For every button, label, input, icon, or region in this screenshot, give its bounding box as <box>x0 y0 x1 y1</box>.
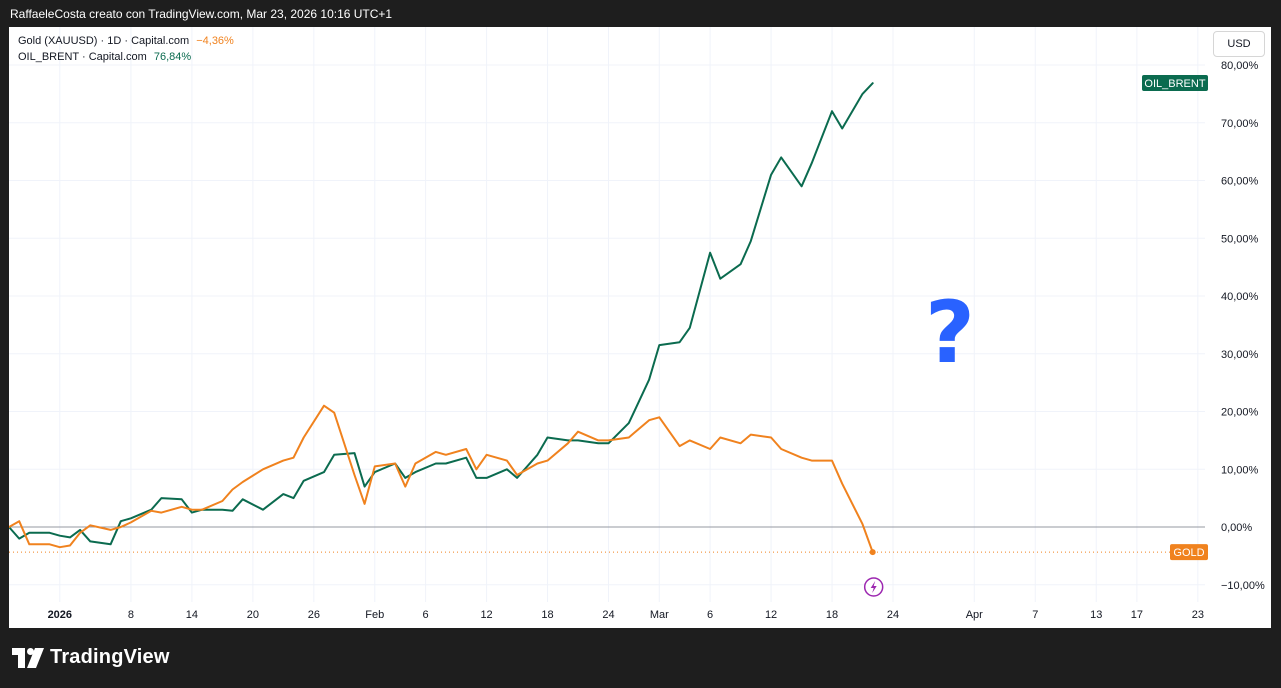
y-tick-label: 40,00% <box>1221 291 1259 303</box>
x-tick-label: 12 <box>480 609 492 621</box>
lightning-icon <box>863 577 884 597</box>
legend-oil-value: 76,84% <box>153 51 192 63</box>
x-tick-label: 24 <box>887 609 899 621</box>
x-tick-label: 7 <box>1032 609 1038 621</box>
legend-oil-label: OIL_BRENT · Capital.com <box>18 51 147 63</box>
x-tick-label: Apr <box>966 609 983 621</box>
y-tick-label: −10,00% <box>1221 580 1265 592</box>
gold-last-point <box>869 549 876 556</box>
legend-gold-label: Gold (XAUUSD) · 1D · Capital.com <box>18 35 190 47</box>
y-tick-label: 60,00% <box>1221 176 1259 188</box>
y-tick-label: 50,00% <box>1221 233 1259 245</box>
tradingview-logo[interactable]: TradingView <box>12 646 170 669</box>
y-tick-label: 10,00% <box>1221 464 1259 476</box>
legend-gold-value: −4,36% <box>196 35 234 47</box>
y-tick-label: 30,00% <box>1221 349 1259 361</box>
legend-oil[interactable]: OIL_BRENT · Capital.com 76,84% <box>18 51 191 63</box>
event-marker-bolt <box>870 581 877 593</box>
x-tick-label: 6 <box>423 609 429 621</box>
chart-canvas[interactable]: 80,00%70,00%60,00%50,00%40,00%30,00%20,0… <box>9 27 1271 628</box>
tradingview-mark-icon <box>12 647 44 668</box>
series-tag-label: OIL_BRENT <box>1144 78 1205 90</box>
chart-panel[interactable]: 80,00% 70,00% 60,00% 50,00% 40,00% 30,00% 20,0… <box>9 27 1271 628</box>
x-tick-label: 26 <box>308 609 320 621</box>
x-tick-label: Mar <box>650 609 669 621</box>
x-tick-label: 12 <box>765 609 777 621</box>
y-tick-label: 0,00% <box>1221 522 1252 534</box>
y-tick-label: 70,00% <box>1221 118 1259 130</box>
x-tick-label: 24 <box>602 609 614 621</box>
series-tag-box <box>1142 75 1208 91</box>
x-tick-label: 8 <box>128 609 134 621</box>
y-tick-label: 80,00% <box>1221 60 1259 72</box>
series-line-oil_brent <box>9 82 874 546</box>
x-tick-label: Feb <box>365 609 384 621</box>
x-tick-label: 18 <box>826 609 838 621</box>
footer-brand: TradingView <box>50 646 170 668</box>
x-tick-label: 14 <box>186 609 198 621</box>
x-tick-label: 20 <box>247 609 259 621</box>
x-tick-label: 18 <box>541 609 553 621</box>
x-tick-label: 23 <box>1192 609 1204 621</box>
series-tag-label: GOLD <box>1173 547 1204 559</box>
question-mark-annotation: ? <box>925 283 975 383</box>
x-tick-label: 13 <box>1090 609 1102 621</box>
legend-gold[interactable]: Gold (XAUUSD) · 1D · Capital.com −4,36% <box>18 35 234 47</box>
y-tick-label: 20,00% <box>1221 407 1259 419</box>
series-line-gold <box>9 404 874 554</box>
chart-caption: RaffaeleCosta creato con TradingView.com… <box>10 7 393 21</box>
x-tick-label: 6 <box>707 609 713 621</box>
x-tick-label: 17 <box>1131 609 1143 621</box>
currency-button[interactable]: USD <box>1213 31 1265 57</box>
series-tag-box <box>1170 544 1208 561</box>
series-tag-oil_brent: OIL_BRENT <box>1142 75 1208 91</box>
series-tag-gold: GOLD <box>1170 544 1208 561</box>
x-tick-label: 2026 <box>48 609 72 621</box>
